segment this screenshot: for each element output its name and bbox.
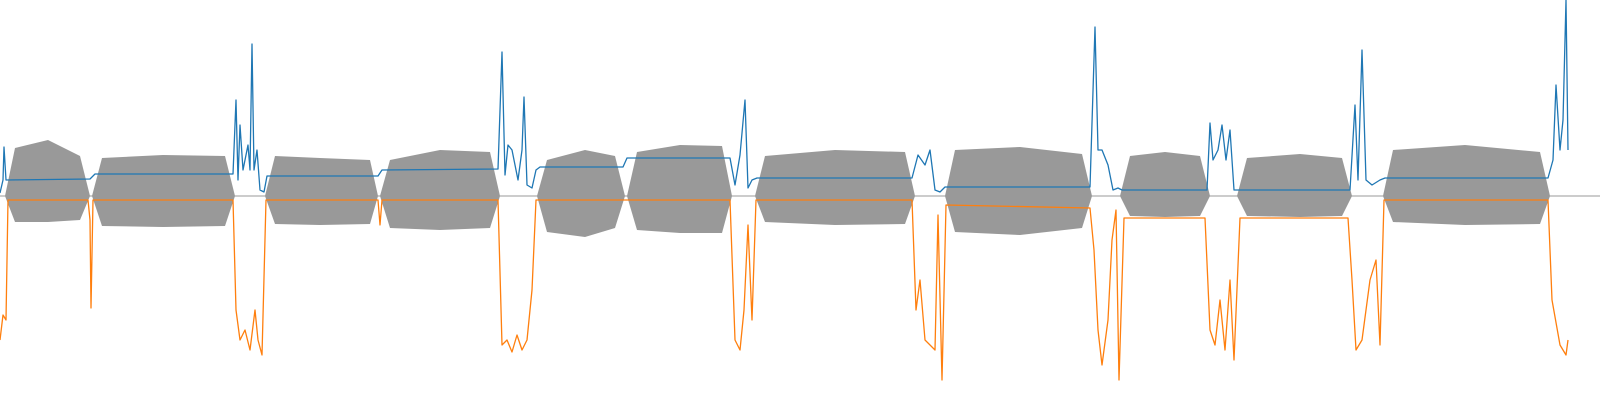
series-line <box>0 0 1569 194</box>
waveform <box>265 156 378 225</box>
waveform <box>627 145 732 233</box>
series-line <box>0 199 1569 381</box>
waveform <box>92 155 235 227</box>
waveform <box>945 147 1092 235</box>
waveform <box>1383 145 1550 225</box>
waveform <box>537 150 625 237</box>
waveform <box>380 150 500 230</box>
waveform <box>5 140 90 222</box>
waveform <box>1237 154 1352 217</box>
waveform <box>755 150 915 225</box>
waveform <box>1120 152 1210 217</box>
